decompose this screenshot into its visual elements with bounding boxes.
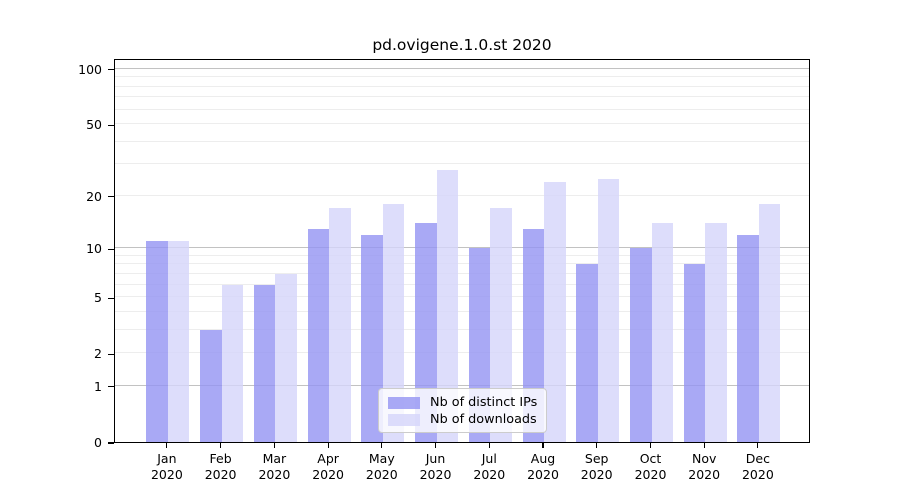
- bar-downloads-jul: [490, 208, 512, 442]
- bar-distinct-ips-nov: [683, 264, 706, 442]
- x-axis-tick-mark: [166, 443, 168, 448]
- y-axis-tick-mark: [108, 442, 114, 444]
- y-axis-tick-mark: [108, 69, 114, 71]
- x-axis-month-label-oct: Oct 2020: [634, 451, 667, 482]
- y-axis-tick-label-100: 100: [78, 61, 102, 77]
- bar-downloads-dec: [758, 203, 781, 442]
- x-axis-tick-mark: [649, 443, 652, 448]
- bar-downloads-mar: [275, 273, 297, 442]
- legend: Nb of distinct IPs Nb of downloads: [378, 388, 547, 433]
- plot-area: [114, 59, 810, 443]
- x-axis-month-label-jul: Jul 2020: [473, 451, 506, 482]
- legend-swatch-distinct-ips: [388, 396, 420, 409]
- x-axis-tick-mark: [542, 443, 544, 448]
- y-axis-tick-mark: [108, 196, 114, 198]
- y-axis-tick-label-1: 1: [94, 378, 102, 394]
- x-axis-month-label-may: May 2020: [365, 451, 398, 482]
- gridline-y-3: [115, 328, 809, 330]
- bar-distinct-ips-jan: [146, 241, 168, 442]
- gridline-y-90: [115, 76, 809, 78]
- bar-downloads-may: [382, 203, 405, 442]
- bar-distinct-ips-oct: [630, 248, 652, 442]
- gridline-y-8: [115, 263, 809, 265]
- y-axis-tick-mark: [108, 353, 114, 355]
- bar-downloads-apr: [329, 208, 351, 442]
- bar-distinct-ips-feb: [200, 329, 222, 442]
- x-axis-month-label-jan: Jan 2020: [150, 451, 183, 482]
- legend-item-downloads: Nb of downloads: [388, 411, 537, 428]
- legend-swatch-downloads: [388, 413, 420, 426]
- legend-label-distinct-ips: Nb of distinct IPs: [430, 395, 538, 410]
- legend-item-distinct-ips: Nb of distinct IPs: [388, 394, 537, 411]
- bar-downloads-oct: [651, 223, 673, 442]
- gridline-y-10: [115, 247, 809, 249]
- bar-downloads-feb: [221, 284, 244, 442]
- legend-label-downloads: Nb of downloads: [430, 412, 537, 427]
- y-axis-tick-label-5: 5: [94, 290, 102, 306]
- chart-title: pd.ovigene.1.0.st 2020: [372, 36, 552, 54]
- bar-distinct-ips-may: [361, 234, 383, 442]
- x-axis-month-label-nov: Nov 2020: [688, 451, 721, 482]
- x-axis-month-label-aug: Aug 2020: [527, 451, 559, 482]
- bar-downloads-jan: [167, 241, 190, 442]
- x-axis-tick-mark: [381, 443, 383, 448]
- x-axis-month-label-feb: Feb 2020: [204, 451, 237, 482]
- x-axis-tick-mark: [434, 443, 437, 448]
- x-axis-tick-mark: [220, 443, 222, 448]
- y-axis-tick-label-50: 50: [86, 117, 102, 133]
- x-axis-tick-mark: [757, 443, 759, 448]
- gridline-y-5: [115, 296, 809, 298]
- gridline-y-2: [115, 352, 809, 354]
- gridline-y-1: [115, 384, 809, 386]
- x-axis-month-label-jun: Jun 2020: [419, 451, 452, 482]
- bar-downloads-sep: [597, 178, 620, 442]
- gridline-y-7: [115, 272, 809, 274]
- x-axis-tick-mark: [488, 443, 490, 448]
- gridline-y-100: [115, 67, 809, 69]
- x-axis-tick-mark: [327, 443, 329, 448]
- y-axis-tick-mark: [108, 248, 114, 250]
- gridline-y-60: [115, 108, 809, 110]
- gridline-y-40: [115, 140, 809, 142]
- y-axis-tick-label-0: 0: [94, 435, 102, 450]
- gridline-y-9: [115, 254, 809, 256]
- gridline-y-70: [115, 96, 809, 98]
- x-axis-month-label-sep: Sep 2020: [580, 451, 613, 482]
- y-axis-tick-label-2: 2: [94, 346, 102, 362]
- y-axis-tick-label-10: 10: [86, 241, 102, 257]
- bar-distinct-ips-dec: [737, 234, 759, 442]
- y-axis-tick-mark: [108, 124, 114, 126]
- x-axis-month-label-dec: Dec 2020: [741, 451, 774, 482]
- gridline-y-50: [115, 123, 809, 125]
- x-axis-month-label-apr: Apr 2020: [312, 451, 344, 482]
- gridline-y-20: [115, 194, 809, 196]
- bar-downloads-nov: [705, 223, 727, 442]
- bar-distinct-ips-apr: [307, 228, 330, 442]
- x-axis-tick-mark: [703, 443, 705, 448]
- gridline-y-6: [115, 283, 809, 285]
- gridline-y-80: [115, 85, 809, 87]
- x-axis-tick-mark: [596, 443, 598, 448]
- bar-downloads-aug: [544, 181, 566, 442]
- bar-distinct-ips-sep: [576, 264, 598, 442]
- y-axis-tick-mark: [108, 386, 114, 388]
- bar-distinct-ips-mar: [253, 284, 276, 442]
- gridline-y-4: [115, 310, 809, 312]
- gridline-y-30: [115, 163, 809, 165]
- x-axis-month-label-mar: Mar 2020: [258, 451, 291, 482]
- y-axis-tick-mark: [108, 297, 114, 299]
- bar-downloads-jun: [436, 169, 458, 442]
- y-axis-tick-label-20: 20: [86, 188, 102, 204]
- bar-distinct-ips-jun: [415, 223, 437, 442]
- x-axis-tick-mark: [273, 443, 275, 448]
